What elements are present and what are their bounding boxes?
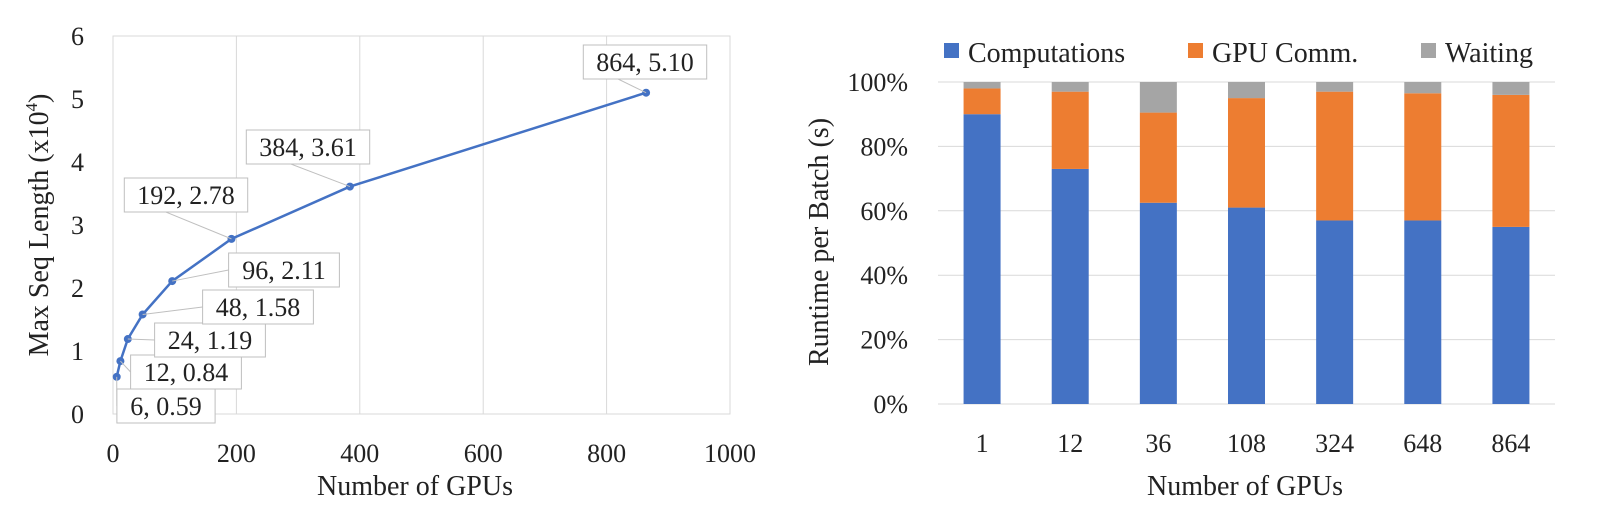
data-label-box	[245, 129, 371, 165]
left-y-axis-title-sup: 4	[22, 102, 41, 111]
bar-segment	[1051, 168, 1089, 404]
legend-label: Waiting	[1445, 38, 1533, 69]
left-y-axis-title-close: )	[24, 94, 55, 103]
left-y-tick-label: 3	[71, 211, 84, 240]
left-y-tick-label: 5	[71, 85, 84, 114]
bar-segment	[1051, 82, 1089, 92]
bar-segment	[1492, 94, 1530, 227]
stacked-bar-chart: 0% 20% 40% 60% 80% 100% 1 12 36 108 324 648 864 Comp…	[804, 38, 1555, 502]
right-x-axis-title: Number of GPUs	[1147, 471, 1343, 502]
right-y-tick-label: 20%	[860, 326, 908, 355]
bar-segment	[1139, 112, 1177, 203]
left-x-tick-label: 1000	[704, 439, 756, 468]
left-y-tick-label: 2	[71, 274, 84, 303]
right-x-tick-label: 324	[1315, 429, 1354, 458]
bar-segment	[1139, 82, 1177, 113]
data-label-leader	[127, 338, 155, 341]
left-x-tick-label: 600	[464, 439, 503, 468]
left-y-tick-label: 0	[71, 400, 84, 429]
data-label-leader	[172, 269, 229, 282]
right-x-tick-label: 12	[1057, 429, 1083, 458]
left-tick-labels: 0 200 400 600 800 1000 0 1 2 3 4 5 6	[71, 22, 756, 468]
left-x-axis-title: Number of GPUs	[317, 471, 513, 502]
left-x-tick-label: 800	[587, 439, 626, 468]
bar-segment	[1051, 91, 1089, 169]
data-label-leader	[120, 360, 131, 373]
data-label: 12, 0.84	[144, 358, 229, 387]
legend-swatch	[1421, 43, 1436, 58]
left-y-tick-label: 6	[71, 22, 84, 51]
left-x-tick-label: 400	[340, 439, 379, 468]
data-label-box	[154, 322, 266, 358]
bar-segment	[1228, 98, 1265, 208]
right-y-tick-label: 0%	[873, 390, 908, 419]
left-data-labels: 6, 0.59 12, 0.84 24, 1.19 48, 1.58 96, 2.11 1…	[116, 44, 708, 424]
right-y-tick-label: 40%	[860, 261, 908, 290]
right-tick-labels: 0% 20% 40% 60% 80% 100% 1 12 36 108 324 648 864	[847, 68, 1530, 458]
legend-swatch	[1188, 43, 1203, 58]
left-x-tick-label: 0	[107, 439, 120, 468]
bar-segment	[1404, 82, 1442, 94]
data-label: 24, 1.19	[168, 326, 253, 355]
legend-label: GPU Comm.	[1212, 38, 1358, 69]
right-x-tick-label: 1	[976, 429, 989, 458]
data-label: 6, 0.59	[130, 392, 202, 421]
right-bars	[963, 82, 1530, 404]
data-label: 192, 2.78	[137, 181, 235, 210]
right-x-tick-label: 648	[1403, 429, 1442, 458]
data-label: 864, 5.10	[596, 48, 694, 77]
bar-segment	[1139, 202, 1177, 404]
data-label-box	[582, 44, 708, 80]
data-label: 96, 2.11	[242, 256, 326, 285]
right-x-tick-label: 36	[1145, 429, 1171, 458]
bar-segment	[963, 114, 1001, 404]
data-label: 48, 1.58	[216, 293, 301, 322]
right-x-tick-label: 864	[1491, 429, 1530, 458]
left-y-axis-title-main: Max Seq Length (x10	[24, 111, 55, 356]
left-x-tick-label: 200	[217, 439, 256, 468]
data-label: 384, 3.61	[259, 133, 357, 162]
legend-swatch	[944, 43, 959, 58]
left-y-axis-title: Max Seq Length (x104)	[22, 94, 55, 357]
right-y-tick-label: 100%	[847, 68, 908, 97]
bar-segment	[963, 88, 1001, 115]
data-label-box	[202, 289, 314, 325]
bar-segment	[1316, 82, 1354, 92]
data-label-leader	[142, 306, 203, 315]
bar-segment	[963, 82, 1001, 89]
bar-segment	[1404, 220, 1442, 404]
right-y-axis-title: Runtime per Batch (s)	[804, 118, 835, 366]
data-label-box	[130, 354, 242, 390]
left-y-tick-label: 4	[71, 148, 84, 177]
bar-segment	[1492, 226, 1530, 404]
bar-segment	[1316, 220, 1354, 404]
bar-segment	[1404, 93, 1442, 221]
legend: Computations GPU Comm. Waiting	[944, 38, 1533, 69]
right-x-tick-label: 108	[1227, 429, 1266, 458]
data-label-box	[228, 252, 340, 288]
bar-segment	[1228, 82, 1265, 99]
bar-segment	[1492, 82, 1530, 95]
bar-segment	[1228, 207, 1265, 404]
bar-segment	[1316, 91, 1354, 221]
left-y-tick-label: 1	[71, 337, 84, 366]
legend-label: Computations	[968, 38, 1125, 69]
right-y-tick-label: 60%	[860, 197, 908, 226]
right-y-tick-label: 80%	[860, 132, 908, 161]
line-chart: 0 200 400 600 800 1000 0 1 2 3 4 5 6 6, 0.59 12, 0.84…	[22, 22, 756, 502]
data-label-box	[123, 177, 249, 213]
data-label-box	[116, 388, 216, 424]
